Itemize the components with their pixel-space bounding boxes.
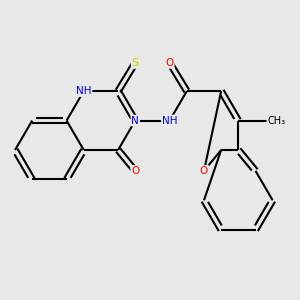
Text: O: O [166,58,174,68]
Text: CH₃: CH₃ [267,116,285,126]
Text: NH: NH [162,116,177,126]
Text: S: S [132,58,139,68]
Text: N: N [131,116,139,126]
Text: NH: NH [76,86,92,96]
Text: O: O [131,166,140,176]
Text: O: O [200,166,208,176]
